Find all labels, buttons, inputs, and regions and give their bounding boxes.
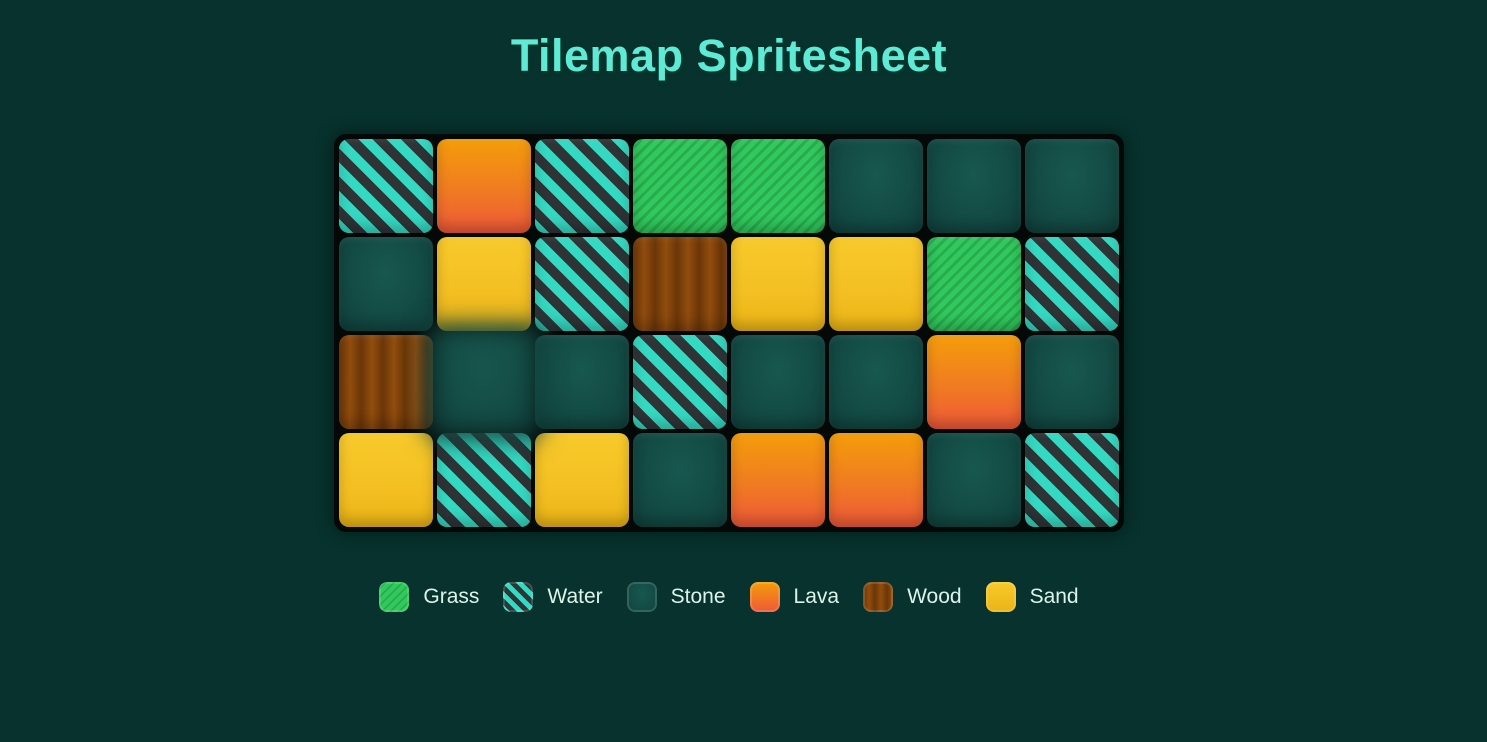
tile-sand (535, 433, 629, 527)
tile-sand (437, 237, 531, 331)
tile-stone (1025, 335, 1119, 429)
tile-lava (829, 433, 923, 527)
tile-stone (731, 335, 825, 429)
tile-stone (927, 139, 1021, 233)
legend-label: Water (547, 585, 603, 608)
tile-water (535, 139, 629, 233)
tile-water (339, 139, 433, 233)
tile-sand (829, 237, 923, 331)
legend-item-stone: Stone (626, 582, 726, 612)
tile-stone (535, 335, 629, 429)
legend-item-grass: Grass (379, 582, 479, 612)
legend-label: Grass (423, 585, 480, 608)
tile-sand (731, 237, 825, 331)
tile-water (633, 335, 727, 429)
tile-lava (927, 335, 1021, 429)
legend-swatch-stone (626, 582, 657, 612)
legend-label: Stone (670, 585, 726, 608)
legend-swatch-lava (749, 582, 780, 612)
tile-stone (339, 237, 433, 331)
tile-stone (829, 335, 923, 429)
legend-item-water: Water (503, 582, 603, 612)
tile-grass (731, 139, 825, 233)
legend-swatch-grass (379, 582, 410, 612)
legend-label: Lava (793, 585, 840, 608)
legend-swatch-wood (863, 582, 894, 612)
tilemap-grid (334, 134, 1124, 532)
tile-grass (633, 139, 727, 233)
legend-item-sand: Sand (985, 582, 1079, 612)
legend-label: Sand (1029, 585, 1079, 608)
legend-item-lava: Lava (749, 582, 840, 612)
tile-stone (927, 433, 1021, 527)
tile-grass (927, 237, 1021, 331)
legend: Grass Water Stone Lava Wood Sand (0, 582, 1458, 612)
tile-wood (633, 237, 727, 331)
tile-sand (339, 433, 433, 527)
tile-stone (633, 433, 727, 527)
legend-label: Wood (907, 585, 962, 608)
legend-item-wood: Wood (863, 582, 962, 612)
tile-stone (829, 139, 923, 233)
page: Tilemap Spritesheet Grass Water Stone Lava W… (0, 30, 1458, 742)
page-title: Tilemap Spritesheet (510, 30, 948, 81)
tile-wood (339, 335, 433, 429)
tile-lava (731, 433, 825, 527)
legend-swatch-sand (985, 582, 1016, 612)
tile-water (437, 433, 531, 527)
tile-stone (1025, 139, 1119, 233)
tile-water (1025, 433, 1119, 527)
legend-swatch-water (503, 582, 534, 612)
tile-water (535, 237, 629, 331)
tile-lava (437, 139, 531, 233)
tile-water (1025, 237, 1119, 331)
tile-stone-blurred (426, 324, 542, 440)
